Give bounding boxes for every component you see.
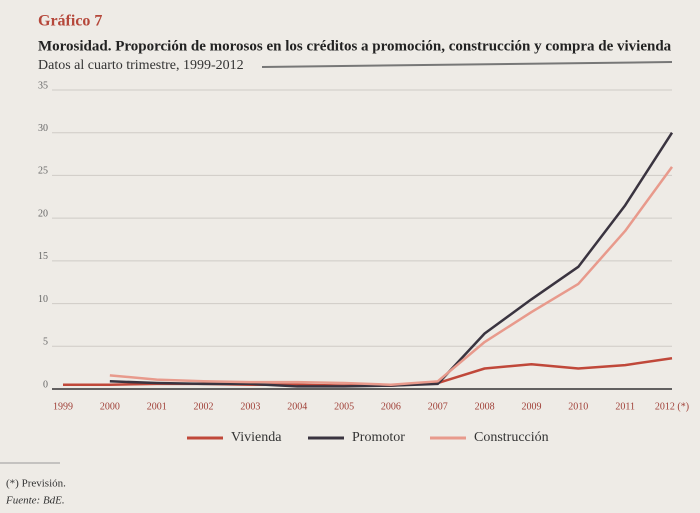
x-tick-label: 2003 bbox=[240, 401, 260, 412]
x-tick-label: 1999 bbox=[53, 401, 73, 412]
chart-label: Gráfico 7 bbox=[38, 13, 102, 30]
x-tick-label: 2007 bbox=[428, 401, 448, 412]
series-line bbox=[109, 166, 674, 386]
x-tick-label: 2000 bbox=[100, 401, 120, 412]
x-tick-label: 2004 bbox=[287, 401, 307, 412]
x-tick-label: 2005 bbox=[334, 401, 354, 412]
chart-title: Morosidad. Proporción de morosos en los … bbox=[38, 38, 672, 54]
y-tick-label: 5 bbox=[43, 337, 48, 348]
y-tick-label: 20 bbox=[38, 208, 48, 219]
y-tick-label: 25 bbox=[38, 166, 48, 177]
x-tick-label: 2002 bbox=[194, 401, 214, 412]
x-tick-label: 2010 bbox=[568, 401, 588, 412]
x-tick-label: 2011 bbox=[615, 401, 635, 412]
x-tick-label: 2006 bbox=[381, 401, 401, 412]
y-tick-label: 35 bbox=[38, 80, 48, 91]
x-tick-label: 2008 bbox=[475, 401, 495, 412]
y-tick-label: 0 bbox=[43, 379, 48, 390]
legend-label: Vivienda bbox=[231, 430, 282, 445]
footnote: (*) Previsión. bbox=[6, 478, 66, 490]
y-tick-label: 30 bbox=[38, 123, 48, 134]
y-tick-label: 15 bbox=[38, 251, 48, 262]
x-tick-label: 2012 (*) bbox=[655, 401, 689, 412]
legend-label: Promotor bbox=[352, 430, 405, 445]
x-tick-label: 2001 bbox=[147, 401, 167, 412]
decor-line bbox=[261, 61, 673, 68]
y-tick-label: 10 bbox=[38, 294, 48, 305]
x-tick-label: 2009 bbox=[521, 401, 541, 412]
legend-label: Construcción bbox=[474, 430, 549, 445]
source: Fuente: BdE. bbox=[5, 495, 65, 507]
chart-subtitle: Datos al cuarto trimestre, 1999-2012 bbox=[38, 58, 244, 73]
